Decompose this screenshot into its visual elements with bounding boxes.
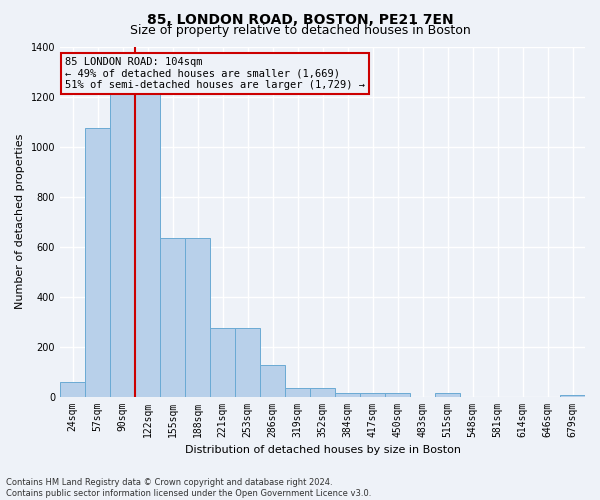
Text: 85 LONDON ROAD: 104sqm
← 49% of detached houses are smaller (1,669)
51% of semi-: 85 LONDON ROAD: 104sqm ← 49% of detached…	[65, 57, 365, 90]
Text: Contains HM Land Registry data © Crown copyright and database right 2024.
Contai: Contains HM Land Registry data © Crown c…	[6, 478, 371, 498]
Bar	[435, 393, 460, 396]
Bar	[235, 328, 260, 396]
Bar	[135, 86, 160, 396]
Bar	[260, 366, 285, 396]
Bar	[335, 393, 360, 396]
Bar	[560, 394, 585, 396]
Bar	[210, 328, 235, 396]
Text: Size of property relative to detached houses in Boston: Size of property relative to detached ho…	[130, 24, 470, 37]
X-axis label: Distribution of detached houses by size in Boston: Distribution of detached houses by size …	[185, 445, 461, 455]
Bar	[310, 388, 335, 396]
Bar	[185, 238, 210, 396]
Y-axis label: Number of detached properties: Number of detached properties	[15, 134, 25, 309]
Bar	[160, 238, 185, 396]
Bar	[285, 388, 310, 396]
Bar	[385, 393, 410, 396]
Bar	[60, 382, 85, 396]
Bar	[85, 128, 110, 396]
Bar	[360, 393, 385, 396]
Bar	[110, 86, 135, 396]
Text: 85, LONDON ROAD, BOSTON, PE21 7EN: 85, LONDON ROAD, BOSTON, PE21 7EN	[146, 12, 454, 26]
